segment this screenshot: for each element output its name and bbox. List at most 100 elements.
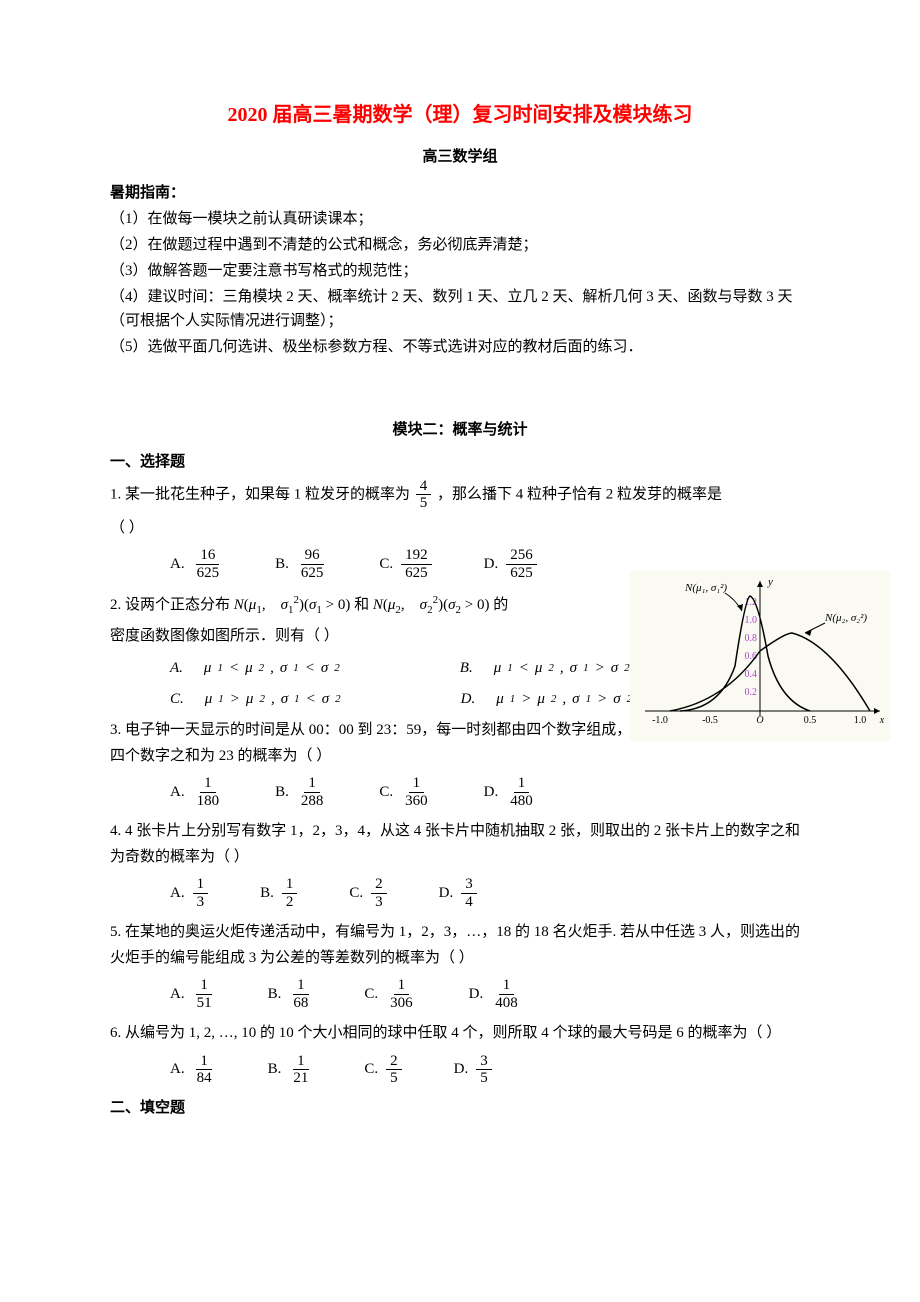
denominator: 2 — [282, 894, 298, 911]
guide-item: （4）建议时间：三角模块 2 天、概率统计 2 天、数列 1 天、立几 2 天、… — [110, 285, 810, 333]
svg-text:0.2: 0.2 — [745, 687, 758, 698]
module-header: 模块二：概率与统计 — [110, 419, 810, 442]
svg-text:1.0: 1.0 — [854, 715, 867, 726]
option-label: C. — [349, 882, 363, 905]
question-5: 5. 在某地的奥运火炬传递活动中，有编号为 1，2，3，…，18 的 18 名火… — [110, 920, 810, 971]
option: A.16625 — [170, 547, 225, 581]
option: C. 23 — [349, 876, 388, 910]
svg-text:x: x — [879, 715, 885, 726]
option: B.121 — [268, 1053, 315, 1087]
svg-text:N(μ₁, σ₁²): N(μ₁, σ₁²) — [684, 582, 727, 594]
option-label: D. — [484, 781, 499, 804]
denominator: 4 — [461, 894, 477, 911]
denominator: 306 — [386, 995, 417, 1012]
section-header: 一、选择题 — [110, 451, 810, 474]
svg-text:0.5: 0.5 — [804, 715, 817, 726]
option-label: B. — [268, 1058, 282, 1081]
question-2-wrap: 2. 设两个正态分布 N(μ1, σ12)(σ1 > 0) 和 N(μ2, σ2… — [110, 591, 810, 710]
denominator: 5 — [416, 495, 432, 512]
svg-text:1.0: 1.0 — [745, 615, 758, 626]
numerator: 1 — [196, 1053, 212, 1071]
denominator: 21 — [289, 1070, 312, 1087]
denominator: 625 — [401, 565, 432, 582]
option-label: C. — [364, 1058, 378, 1081]
guide-header: 暑期指南： — [110, 181, 810, 205]
option-label: D. — [484, 553, 499, 576]
numerator: 1 — [293, 977, 309, 995]
option: D. μ1 > μ2, σ1 > σ2 — [461, 688, 632, 711]
denominator: 480 — [506, 793, 537, 810]
denominator: 288 — [297, 793, 328, 810]
numerator: 3 — [461, 876, 477, 894]
option-label: B. — [268, 983, 282, 1006]
svg-text:-1.0: -1.0 — [652, 715, 668, 726]
numerator: 1 — [196, 977, 212, 995]
option-label: B. — [275, 553, 289, 576]
option: C. 192625 — [379, 547, 433, 581]
denominator: 360 — [401, 793, 432, 810]
option-label: C. — [379, 781, 393, 804]
denominator: 180 — [193, 793, 224, 810]
option: B.96625 — [275, 547, 329, 581]
guide-item: （5）选做平面几何选讲、极坐标参数方程、不等式选讲对应的教材后面的练习． — [110, 335, 810, 359]
guide-item: （1）在做每一模块之前认真研读课本； — [110, 207, 810, 231]
numerator: 1 — [409, 775, 425, 793]
option: D. 1480 — [484, 775, 539, 809]
fraction: 4 5 — [416, 478, 432, 512]
option-label: C. — [379, 553, 393, 576]
numerator: 3 — [476, 1053, 492, 1071]
q1-blank: （ ） — [110, 516, 810, 542]
denominator: 408 — [491, 995, 522, 1012]
svg-text:-0.5: -0.5 — [702, 715, 718, 726]
question-1: 1. 某一批花生种子，如果每 1 粒发牙的概率为 4 5 ，那么播下 4 粒种子… — [110, 478, 810, 512]
svg-text:y: y — [767, 576, 773, 588]
q6-options: A.184 B.121 C.25 D.35 — [170, 1053, 810, 1087]
denominator: 84 — [193, 1070, 216, 1087]
option: B. μ1 < μ2, σ1 > σ2 — [460, 657, 630, 680]
denominator: 625 — [506, 565, 537, 582]
guide-item: （2）在做题过程中遇到不清楚的公式和概念，务必彻底弄清楚； — [110, 233, 810, 257]
option-label: D. — [439, 882, 454, 905]
option: D. 34 — [439, 876, 479, 910]
option: D. 1408 — [469, 977, 524, 1011]
question-6: 6. 从编号为 1, 2, …, 10 的 10 个大小相同的球中任取 4 个，… — [110, 1021, 810, 1047]
numerator: 192 — [401, 547, 432, 565]
denominator: 5 — [476, 1070, 492, 1087]
denominator: 68 — [289, 995, 312, 1012]
numerator: 1 — [193, 876, 209, 894]
normal-distribution-graph: -1.0 -0.5 O 0.5 1.0 x 0.2 0.4 0.6 0.8 1.… — [630, 571, 890, 741]
numerator: 2 — [371, 876, 387, 894]
numerator: 2 — [386, 1053, 402, 1071]
numerator: 1 — [200, 775, 216, 793]
option-label: A. — [170, 1058, 185, 1081]
option-label: A. — [170, 882, 185, 905]
svg-text:0.4: 0.4 — [745, 669, 758, 680]
q1-text: 1. 某一批花生种子，如果每 1 粒发牙的概率为 — [110, 486, 410, 502]
numerator: 1 — [514, 775, 530, 793]
option-label: D. — [469, 983, 484, 1006]
option: A.13 — [170, 876, 210, 910]
option-label: A. — [170, 781, 185, 804]
option: A. 184 — [170, 1053, 218, 1087]
option-label: B. — [260, 882, 274, 905]
svg-text:N(μ₂, σ₂²): N(μ₂, σ₂²) — [824, 612, 867, 624]
option-label: D. — [454, 1058, 469, 1081]
q4-options: A.13 B.12 C.23 D.34 — [170, 876, 810, 910]
page-title: 2020 届高三暑期数学（理）复习时间安排及模块练习 — [110, 100, 810, 130]
option: B.1288 — [275, 775, 329, 809]
numerator: 1 — [394, 977, 410, 995]
denominator: 3 — [371, 894, 387, 911]
page-subtitle: 高三数学组 — [110, 146, 810, 169]
option: D. 35 — [454, 1053, 494, 1087]
option: C. 1306 — [364, 977, 418, 1011]
option-label: C. — [364, 983, 378, 1006]
numerator: 1 — [499, 977, 515, 995]
option: B. 168 — [268, 977, 315, 1011]
option: B. 12 — [260, 876, 299, 910]
denominator: 5 — [386, 1070, 402, 1087]
numerator: 1 — [282, 876, 298, 894]
svg-text:O: O — [756, 715, 763, 726]
option: C. 1360 — [379, 775, 433, 809]
denominator: 51 — [193, 995, 216, 1012]
q3-options: A.1180 B.1288 C.1360 D.1480 — [170, 775, 810, 809]
